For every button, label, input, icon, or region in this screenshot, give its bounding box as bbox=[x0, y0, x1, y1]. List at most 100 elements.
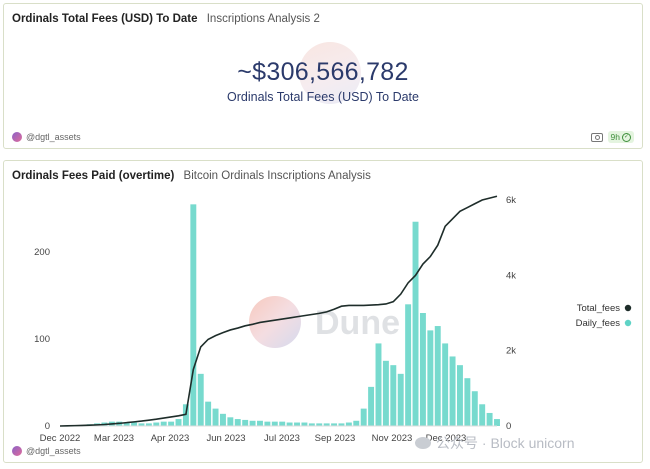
wechat-icon bbox=[415, 437, 431, 449]
author-avatar[interactable] bbox=[12, 132, 22, 142]
daily-fees-bar[interactable] bbox=[123, 422, 130, 426]
counter-panel-subtitle[interactable]: Inscriptions Analysis 2 bbox=[206, 13, 320, 25]
daily-fees-bar[interactable] bbox=[427, 330, 434, 426]
counter-content: ~$306,566,782 Ordinals Total Fees (USD) … bbox=[4, 44, 642, 104]
daily-fees-bar[interactable] bbox=[175, 419, 182, 426]
daily-fees-bar[interactable] bbox=[479, 404, 486, 426]
daily-fees-bar[interactable] bbox=[464, 378, 471, 426]
fees-overtime-chart-panel: Ordinals Fees Paid (overtime) Bitcoin Or… bbox=[3, 160, 643, 463]
author-name[interactable]: @dgtl_assets bbox=[26, 132, 81, 142]
daily-fees-bar[interactable] bbox=[294, 422, 300, 426]
daily-fees-bar[interactable] bbox=[197, 373, 204, 426]
daily-fees-bar[interactable] bbox=[138, 423, 145, 426]
x-tick-label: Jul 2023 bbox=[264, 433, 300, 444]
legend-label[interactable]: Daily_fees bbox=[576, 318, 621, 329]
counter-panel-header: Ordinals Total Fees (USD) To Date Inscri… bbox=[12, 13, 320, 25]
daily-fees-bar[interactable] bbox=[257, 420, 263, 426]
legend-marker bbox=[624, 319, 632, 327]
chart-panel-subtitle[interactable]: Bitcoin Ordinals Inscriptions Analysis bbox=[183, 170, 371, 182]
daily-fees-bar[interactable] bbox=[205, 401, 212, 426]
daily-fees-bar[interactable] bbox=[331, 423, 338, 426]
y-axis-right-ticks: 0 2k 4k 6k bbox=[506, 195, 516, 432]
refresh-badge[interactable]: 9h ✓ bbox=[607, 131, 634, 143]
daily-fees-bar[interactable] bbox=[219, 413, 226, 426]
daily-fees-bar[interactable] bbox=[360, 408, 367, 426]
daily-fees-bar[interactable] bbox=[368, 386, 375, 426]
x-tick-label: Mar 2023 bbox=[94, 433, 134, 444]
x-tick-label: Dec 2022 bbox=[40, 433, 81, 444]
daily-fees-bars bbox=[60, 204, 500, 427]
daily-fees-bar[interactable] bbox=[316, 423, 323, 426]
legend-label[interactable]: Total_fees bbox=[577, 303, 621, 314]
daily-fees-bar[interactable] bbox=[227, 417, 234, 426]
chart-panel-header: Ordinals Fees Paid (overtime) Bitcoin Or… bbox=[12, 170, 371, 182]
chart-panel-title[interactable]: Ordinals Fees Paid (overtime) bbox=[12, 170, 175, 182]
daily-fees-bar[interactable] bbox=[471, 391, 478, 426]
chart-panel-footer: @dgtl_assets bbox=[12, 446, 81, 456]
dune-logo-icon bbox=[249, 296, 301, 348]
total-fees-line bbox=[59, 195, 498, 427]
daily-fees-bar[interactable] bbox=[345, 422, 352, 426]
chart-legend: Total_fees Daily_fees bbox=[576, 303, 632, 329]
daily-fees-bar[interactable] bbox=[405, 304, 412, 426]
counter-panel-title[interactable]: Ordinals Total Fees (USD) To Date bbox=[12, 13, 198, 25]
x-tick-label: Nov 2023 bbox=[372, 433, 413, 444]
daily-fees-bar[interactable] bbox=[271, 421, 278, 426]
author-name[interactable]: @dgtl_assets bbox=[26, 446, 81, 456]
wechat-watermark: 公众号 · Block unicorn bbox=[415, 433, 574, 453]
daily-fees-bar[interactable] bbox=[264, 421, 271, 426]
daily-fees-bar[interactable] bbox=[419, 313, 426, 426]
daily-fees-bar[interactable] bbox=[338, 423, 345, 426]
daily-fees-bar[interactable] bbox=[249, 420, 256, 426]
counter-panel-actions: 9h ✓ bbox=[590, 131, 634, 143]
total-fees-counter-panel: Ordinals Total Fees (USD) To Date Inscri… bbox=[3, 3, 643, 149]
daily-fees-bar[interactable] bbox=[382, 360, 389, 426]
daily-fees-bar[interactable] bbox=[168, 421, 175, 426]
counter-panel-footer: @dgtl_assets bbox=[12, 132, 81, 142]
x-tick-label: Jun 2023 bbox=[206, 433, 245, 444]
daily-fees-bar[interactable] bbox=[234, 419, 241, 426]
daily-fees-bar[interactable] bbox=[190, 204, 197, 426]
dune-logo-watermark-icon bbox=[299, 42, 361, 104]
daily-fees-bar[interactable] bbox=[160, 421, 167, 426]
y-axis-left-ticks: 0 100 200 bbox=[34, 247, 50, 432]
daily-fees-bar[interactable] bbox=[434, 326, 441, 426]
total-fees-series-line[interactable] bbox=[59, 195, 498, 427]
author-avatar[interactable] bbox=[12, 446, 22, 456]
x-axis-ticks: Dec 2022 Mar 2023 Apr 2023 Jun 2023 Jul 2023… bbox=[40, 433, 467, 444]
y-right-tick-label: 6k bbox=[506, 195, 516, 206]
daily-fees-bar[interactable] bbox=[449, 356, 456, 426]
x-tick-label: Apr 2023 bbox=[151, 433, 190, 444]
daily-fees-bar[interactable] bbox=[308, 423, 315, 426]
daily-fees-bar[interactable] bbox=[457, 365, 463, 426]
total-fees-label: Ordinals Total Fees (USD) To Date bbox=[227, 90, 419, 104]
daily-fees-bar[interactable] bbox=[145, 423, 152, 426]
daily-fees-bar[interactable] bbox=[375, 343, 382, 426]
x-tick-label: Dec 2023 bbox=[426, 433, 467, 444]
daily-fees-bar[interactable] bbox=[242, 419, 249, 426]
daily-fees-bar[interactable] bbox=[397, 373, 404, 426]
daily-fees-bar[interactable] bbox=[279, 421, 286, 426]
y-right-tick-label: 0 bbox=[506, 421, 511, 432]
y-left-tick-label: 0 bbox=[45, 421, 50, 432]
daily-fees-bar[interactable] bbox=[153, 422, 160, 426]
daily-fees-bar[interactable] bbox=[442, 343, 449, 426]
daily-fees-bar[interactable] bbox=[212, 408, 219, 426]
daily-fees-bar[interactable] bbox=[353, 420, 360, 426]
refresh-age: 9h bbox=[610, 132, 620, 142]
x-tick-label: Sep 2023 bbox=[315, 433, 356, 444]
check-icon: ✓ bbox=[622, 132, 631, 142]
daily-fees-bar[interactable] bbox=[486, 412, 493, 426]
daily-fees-bar[interactable] bbox=[494, 419, 500, 426]
y-left-tick-label: 200 bbox=[34, 247, 50, 258]
daily-fees-bar[interactable] bbox=[323, 423, 330, 426]
daily-fees-bar[interactable] bbox=[131, 422, 138, 426]
dune-watermark-text: Dune bbox=[315, 304, 400, 342]
camera-icon[interactable] bbox=[590, 132, 603, 142]
daily-fees-bar[interactable] bbox=[390, 365, 397, 426]
daily-fees-bar[interactable] bbox=[301, 422, 308, 426]
daily-fees-bar[interactable] bbox=[412, 221, 419, 426]
y-left-tick-label: 100 bbox=[34, 334, 50, 345]
watermark-text: 公众号 · Block unicorn bbox=[436, 435, 575, 451]
daily-fees-bar[interactable] bbox=[286, 422, 293, 426]
